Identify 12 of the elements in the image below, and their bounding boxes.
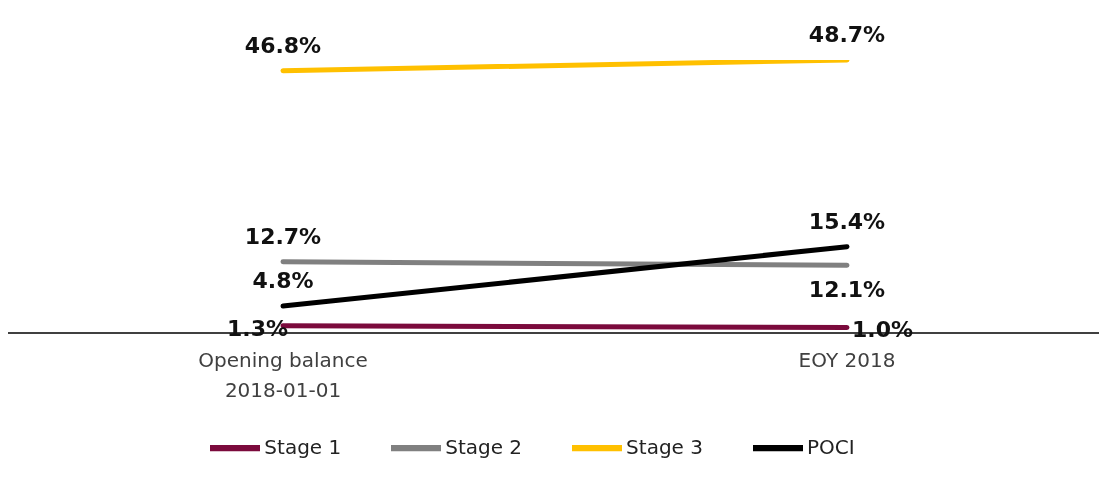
legend-label: Stage 2 [445,434,523,459]
data-label: 15.4% [808,208,886,234]
legend-label: Stage 3 [626,434,703,459]
data-label: 48.7% [808,22,886,47]
x-tick-label: Opening balance 2018-01-01 [198,348,368,402]
x-tick-label: EOY 2018 [798,348,896,372]
data-label: 4.8% [252,268,314,294]
data-label: 12.1% [808,277,886,303]
legend-label: POCI [806,434,855,459]
legend-label: Stage 1 [264,434,342,459]
data-label: 46.8% [244,32,322,58]
data-label: 12.7% [244,223,322,249]
